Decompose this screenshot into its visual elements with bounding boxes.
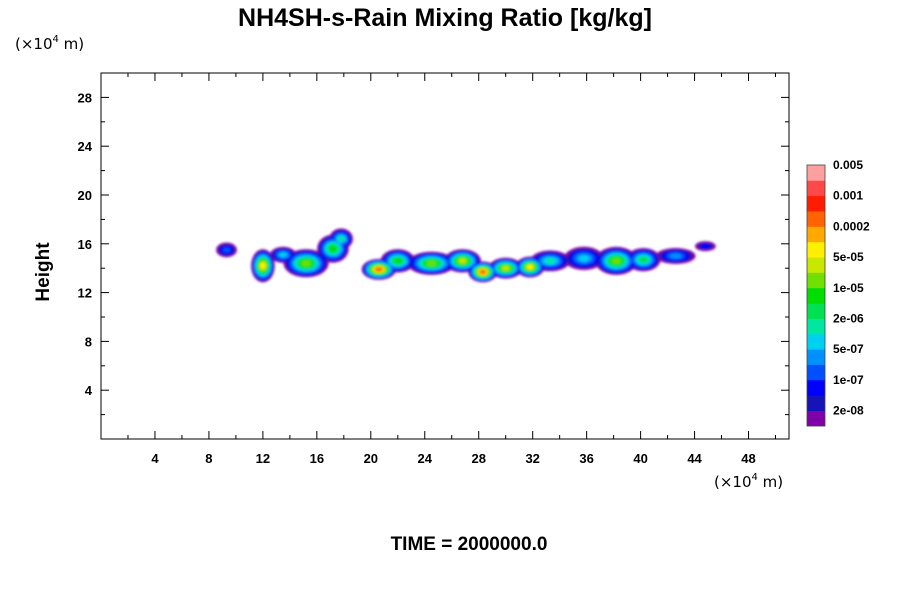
x-tick-label-24: 24	[418, 451, 433, 466]
colorbar-label-6: 0.0002	[833, 219, 870, 233]
colorbar-swatch-6	[807, 318, 825, 335]
colorbar-label-4: 1e-05	[833, 281, 864, 295]
cloud-cell-7-level-8	[393, 258, 402, 264]
colorbar-label-5: 5e-05	[833, 250, 864, 264]
x-unit-label: (×104 m)	[714, 472, 783, 491]
cloud-cell-6-level-13	[375, 267, 383, 272]
colorbar-swatch-2	[807, 379, 825, 396]
colorbar-swatch-5	[807, 333, 825, 350]
colorbar-label-8: 0.005	[833, 158, 863, 172]
y-tick-label-12: 12	[78, 286, 92, 301]
cloud-cell-5-level-6	[337, 236, 345, 242]
cloud-cell-9-level-10	[458, 258, 467, 264]
colorbar-label-2: 5e-07	[833, 342, 864, 356]
colorbar-swatch-8	[807, 287, 825, 304]
y-tick-label-8: 8	[85, 334, 92, 349]
colorbar-swatch-3	[807, 364, 825, 381]
x-tick-label-48: 48	[741, 451, 755, 466]
colorbar-label-1: 1e-07	[833, 373, 864, 387]
colorbar: 2e-08 1e-07 5e-07 2e-06 1e-05 5e-05 0.0002 0.00…	[806, 158, 870, 427]
mixing-ratio-field	[216, 228, 716, 283]
cloud-cell-4-level-8	[329, 245, 337, 252]
x-tick-label-36: 36	[579, 451, 593, 466]
cloud-cell-0-level-3	[222, 247, 231, 253]
cloud-cell-3-level-9	[301, 260, 311, 267]
y-tick-label-16: 16	[78, 237, 92, 252]
cloud-cell-11-level-10	[502, 266, 510, 271]
colorbar-swatch-15	[807, 180, 825, 197]
colorbar-swatch-4	[807, 349, 825, 365]
time-label: TIME = 2000000.0	[391, 534, 548, 555]
plot-frame	[100, 72, 790, 440]
y-tick-labels: 4 8 12 16 20 24 28	[78, 90, 93, 398]
colorbar-swatch-7	[807, 303, 825, 319]
cloud-cell-10-level-13	[479, 269, 486, 274]
colorbar-swatch-0	[807, 410, 825, 427]
cloud-cell-8-level-9	[426, 260, 437, 266]
cloud-cell-12-level-11	[526, 264, 534, 270]
y-tick-label-4: 4	[85, 383, 93, 398]
colorbar-label-3: 2e-06	[833, 312, 864, 326]
x-tick-label-16: 16	[310, 451, 324, 466]
cloud-cell-1-level-11	[260, 262, 266, 269]
colorbar-swatch-11	[807, 241, 825, 258]
colorbar-label-0: 2e-08	[833, 404, 864, 418]
cloud-cell-14-level-5	[578, 255, 590, 262]
x-tick-label-32: 32	[525, 451, 539, 466]
cloud-cell-16-level-7	[639, 257, 648, 263]
cloud-cell-2-level-5	[279, 252, 287, 258]
y-tick-label-24: 24	[78, 139, 93, 154]
colorbar-label-7: 0.001	[833, 189, 863, 203]
colorbar-swatch-1	[807, 395, 825, 411]
cloud-cell-18-level-2	[700, 243, 711, 249]
colorbar-swatch-10	[807, 257, 825, 273]
y-axis-label: Height	[33, 242, 54, 302]
colorbar-swatch-13	[807, 211, 825, 227]
colorbar-frame	[806, 164, 826, 427]
x-tick-label-8: 8	[205, 451, 212, 466]
x-tick-label-44: 44	[687, 451, 702, 466]
cloud-cell-17-level-4	[669, 253, 682, 259]
x-tick-label-4: 4	[151, 451, 159, 466]
cloud-cell-13-level-6	[545, 258, 556, 264]
colorbar-swatch-9	[807, 272, 825, 289]
x-tick-label-40: 40	[633, 451, 647, 466]
colorbar-swatch-14	[807, 195, 825, 212]
chart-title: NH4SH-s-Rain Mixing Ratio [kg/kg]	[238, 4, 652, 32]
y-tick-label-20: 20	[78, 188, 92, 203]
colorbar-swatch-12	[807, 226, 825, 243]
cloud-cell-15-level-9	[611, 258, 621, 264]
x-tick-label-28: 28	[471, 451, 485, 466]
y-unit-label: (×104 m)	[15, 34, 84, 53]
axis-ticks	[101, 73, 789, 439]
x-tick-label-20: 20	[364, 451, 378, 466]
y-tick-label-28: 28	[78, 90, 92, 105]
x-tick-label-12: 12	[256, 451, 270, 466]
colorbar-swatch-16	[807, 165, 825, 181]
x-tick-labels: 4 8 12 16 20 24 28 32 36 40 44 48	[151, 451, 755, 466]
